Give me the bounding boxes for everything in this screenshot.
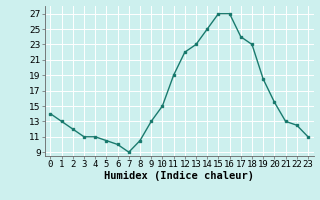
X-axis label: Humidex (Indice chaleur): Humidex (Indice chaleur) xyxy=(104,171,254,181)
